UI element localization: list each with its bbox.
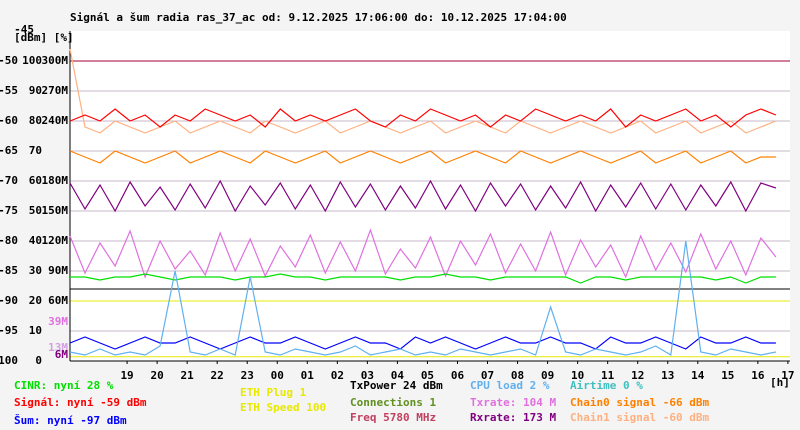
x-unit: [h] <box>770 376 790 389</box>
y2-tick-label: 40 <box>29 234 42 247</box>
x-tick-label: 21 <box>181 369 195 382</box>
legend-entry: CPU load 2 % <box>470 379 550 392</box>
y3-tick-label: 270M <box>42 84 69 97</box>
y3-marker: 39M <box>48 315 68 328</box>
y-tick-label: -60 <box>0 114 18 127</box>
x-tick-label: 02 <box>331 369 344 382</box>
y-tick-label: -80 <box>0 234 18 247</box>
legend-entry: Signál: nyní -59 dBm <box>14 396 147 409</box>
y2-tick-label: 0 <box>35 354 42 367</box>
x-tick-label: 17 <box>781 369 794 382</box>
y-tick-label: -85 <box>0 264 18 277</box>
x-tick-label: 07 <box>481 369 494 382</box>
y3-tick-label: 90M <box>48 264 68 277</box>
x-tick-label: 23 <box>241 369 254 382</box>
y-tick-label: -100 <box>0 354 18 367</box>
x-tick-label: 14 <box>691 369 705 382</box>
x-tick-label: 09 <box>541 369 554 382</box>
series-line <box>69 108 777 128</box>
y2-tick-label: 50 <box>29 204 42 217</box>
x-tick-label: 16 <box>751 369 765 382</box>
info-text: TxPower 24 dBm <box>350 379 443 392</box>
series-line <box>69 240 777 356</box>
x-tick-label: 08 <box>511 369 524 382</box>
x-tick-label: 20 <box>150 369 163 382</box>
chart-title: Signál a šum radia ras_37_ac od: 9.12.20… <box>70 11 567 24</box>
y2-tick-label: 90 <box>29 84 42 97</box>
y2-tick-label: 10 <box>29 324 42 337</box>
legend-entry: Txrate: 104 M <box>470 396 556 409</box>
x-tick-label: 01 <box>301 369 315 382</box>
plot-area <box>70 31 790 361</box>
y3-tick-label: 300M <box>42 54 69 67</box>
series-line <box>69 228 777 279</box>
y3-tick-label: 120M <box>42 234 69 247</box>
y3-tick-label: 60M <box>48 294 68 307</box>
legend-entry: Šum: nyní -97 dBm <box>14 414 127 427</box>
x-tick-label: 04 <box>391 369 405 382</box>
y-tick-label: -70 <box>0 174 18 187</box>
series-line <box>70 273 776 284</box>
x-tick-label: 19 <box>120 369 133 382</box>
info-text: Connections 1 <box>350 396 436 409</box>
x-tick-label: 22 <box>211 369 224 382</box>
y-tick-label: -50 <box>0 54 18 67</box>
legend-entry: Rxrate: 173 M <box>470 411 556 424</box>
y-tick-label: -55 <box>0 84 18 97</box>
legend-entry: Chain1 signal -60 dBm <box>570 411 709 424</box>
x-tick-label: 13 <box>661 369 674 382</box>
info-text: ETH Plug 1 <box>240 386 307 399</box>
x-tick-label: 03 <box>361 369 374 382</box>
y3-tick-label: 150M <box>42 204 69 217</box>
legend-entry: Chain0 signal -66 dBm <box>570 396 709 409</box>
y2-tick-label: 60 <box>29 174 42 187</box>
x-tick-label: 06 <box>451 369 465 382</box>
series-line <box>69 150 776 164</box>
y-tick-label: -95 <box>0 324 18 337</box>
y2-tick-label: 80 <box>29 114 42 127</box>
x-tick-label: 00 <box>271 369 284 382</box>
y3-tick-label: 240M <box>42 114 69 127</box>
x-tick-label: 12 <box>631 369 644 382</box>
y-tick-label: -90 <box>0 294 18 307</box>
y-tick-label: -75 <box>0 204 18 217</box>
y2-tick-label: 20 <box>29 294 42 307</box>
info-text: ETH Speed 100 <box>240 401 326 414</box>
x-tick-label: 15 <box>721 369 734 382</box>
y2-tick-label: 70 <box>29 144 42 157</box>
info-text: Freq 5780 MHz <box>350 411 436 424</box>
y3-tick-label: 180M <box>42 174 69 187</box>
y-header: [dBm] [%] <box>14 31 74 44</box>
x-tick-label: 05 <box>421 369 434 382</box>
x-tick-label: 11 <box>601 369 615 382</box>
series-line <box>69 179 777 213</box>
y-tick-label: -65 <box>0 144 18 157</box>
y2-tick-label: 30 <box>29 264 42 277</box>
legend-entry: CINR: nyní 28 % <box>14 379 114 392</box>
x-tick-label: 10 <box>571 369 584 382</box>
info-text: Airtime 0 % <box>570 379 643 392</box>
y3-marker: 6M <box>55 348 69 361</box>
series-line <box>69 48 777 134</box>
y-tick-label: -45 <box>14 23 34 36</box>
y3-marker: 13M <box>48 341 68 354</box>
y2-tick-label: 100 <box>22 54 42 67</box>
